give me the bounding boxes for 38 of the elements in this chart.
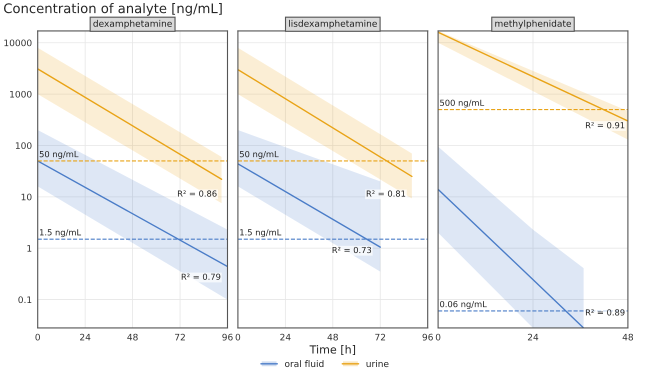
- x-tick-label: 24: [280, 334, 291, 340]
- chart-title: methylphenidate: [495, 20, 572, 29]
- legend-label: urine: [366, 360, 389, 368]
- ref-line-label: 50 ng/mL: [240, 150, 279, 159]
- x-tick-label: 72: [375, 334, 386, 340]
- x-tick-label: 96: [422, 334, 433, 341]
- x-tick-label: 0: [436, 334, 440, 341]
- x-tick-label: 48: [127, 334, 138, 341]
- ref-line-label: 1.5 ng/mL: [40, 229, 82, 238]
- annotation: R² = 0.86: [178, 190, 217, 197]
- annotation: R² = 0.91: [586, 122, 624, 128]
- ref-line-label: 500 ng/mL: [440, 100, 484, 108]
- ref-line-label: 50 ng/mL: [40, 150, 78, 159]
- x-tick-label: 24: [80, 334, 90, 340]
- chart-title: dexamphetamine: [93, 20, 172, 29]
- y-tick-label: 10000: [4, 39, 32, 46]
- ref-line-label: 1.5 ng/mL: [240, 229, 282, 238]
- x-tick-label: 48: [622, 334, 634, 341]
- ref-line-label: 0.06 ng/mL: [440, 300, 487, 309]
- y-tick-label: 1000: [10, 90, 32, 98]
- x-tick-label: 0: [35, 334, 40, 341]
- y-tick-label: 100: [16, 142, 32, 150]
- x-tick-label: 72: [175, 334, 185, 340]
- annotation: R² = 0.81: [366, 190, 406, 197]
- annotation: R² = 0.73: [332, 246, 372, 254]
- x-tick-label: 0: [236, 334, 240, 341]
- y-tick-label: 1: [27, 245, 32, 252]
- y-tick-label: 0.1: [18, 296, 32, 304]
- chart-title: lisdexamphetamine: [289, 20, 377, 29]
- annotation: R² = 0.89: [586, 309, 625, 316]
- x-tick-label: 48: [328, 334, 338, 341]
- legend-label: oral fluid: [284, 360, 324, 368]
- y-tick-label: 10: [22, 194, 32, 200]
- x-tick-label: 24: [528, 334, 538, 340]
- y-axis-title: Concentration of analyte [ng/mL]: [4, 3, 222, 16]
- annotation: R² = 0.79: [182, 274, 220, 280]
- x-axis-title: Time [h]: [310, 345, 356, 355]
- x-tick-label: 96: [222, 334, 233, 341]
